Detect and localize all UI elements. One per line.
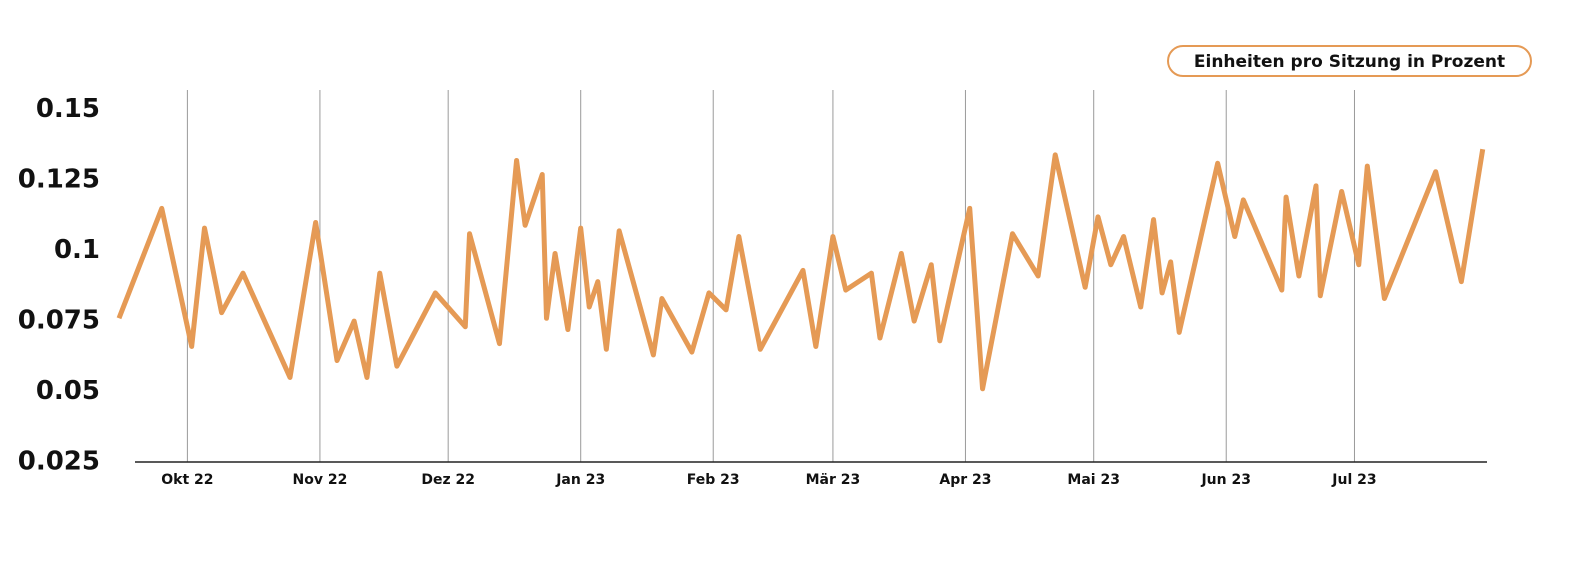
y-tick-label: 0.075 [18, 306, 100, 336]
x-tick-label: Mai 23 [1067, 472, 1120, 488]
x-tick-label: Jul 23 [1331, 472, 1376, 488]
x-tick-label: Apr 23 [939, 472, 991, 488]
legend-label: Einheiten pro Sitzung in Prozent [1194, 52, 1505, 72]
y-tick-label: 0.025 [18, 447, 100, 477]
y-tick-label: 0.1 [54, 235, 100, 265]
y-tick-label: 0.05 [36, 376, 100, 406]
x-tick-label: Feb 23 [687, 472, 740, 488]
x-tick-label: Jun 23 [1200, 472, 1251, 488]
x-tick-label: Mär 23 [806, 472, 861, 488]
y-tick-label: 0.125 [18, 165, 100, 195]
data-line [116, 148, 1486, 392]
x-tick-label: Jan 23 [555, 472, 605, 488]
x-tick-label: Dez 22 [421, 472, 475, 488]
x-tick-label: Nov 22 [293, 472, 348, 488]
legend-box [1167, 45, 1532, 77]
x-tick-label: Okt 22 [161, 472, 213, 488]
y-tick-label: 0.15 [36, 94, 100, 124]
